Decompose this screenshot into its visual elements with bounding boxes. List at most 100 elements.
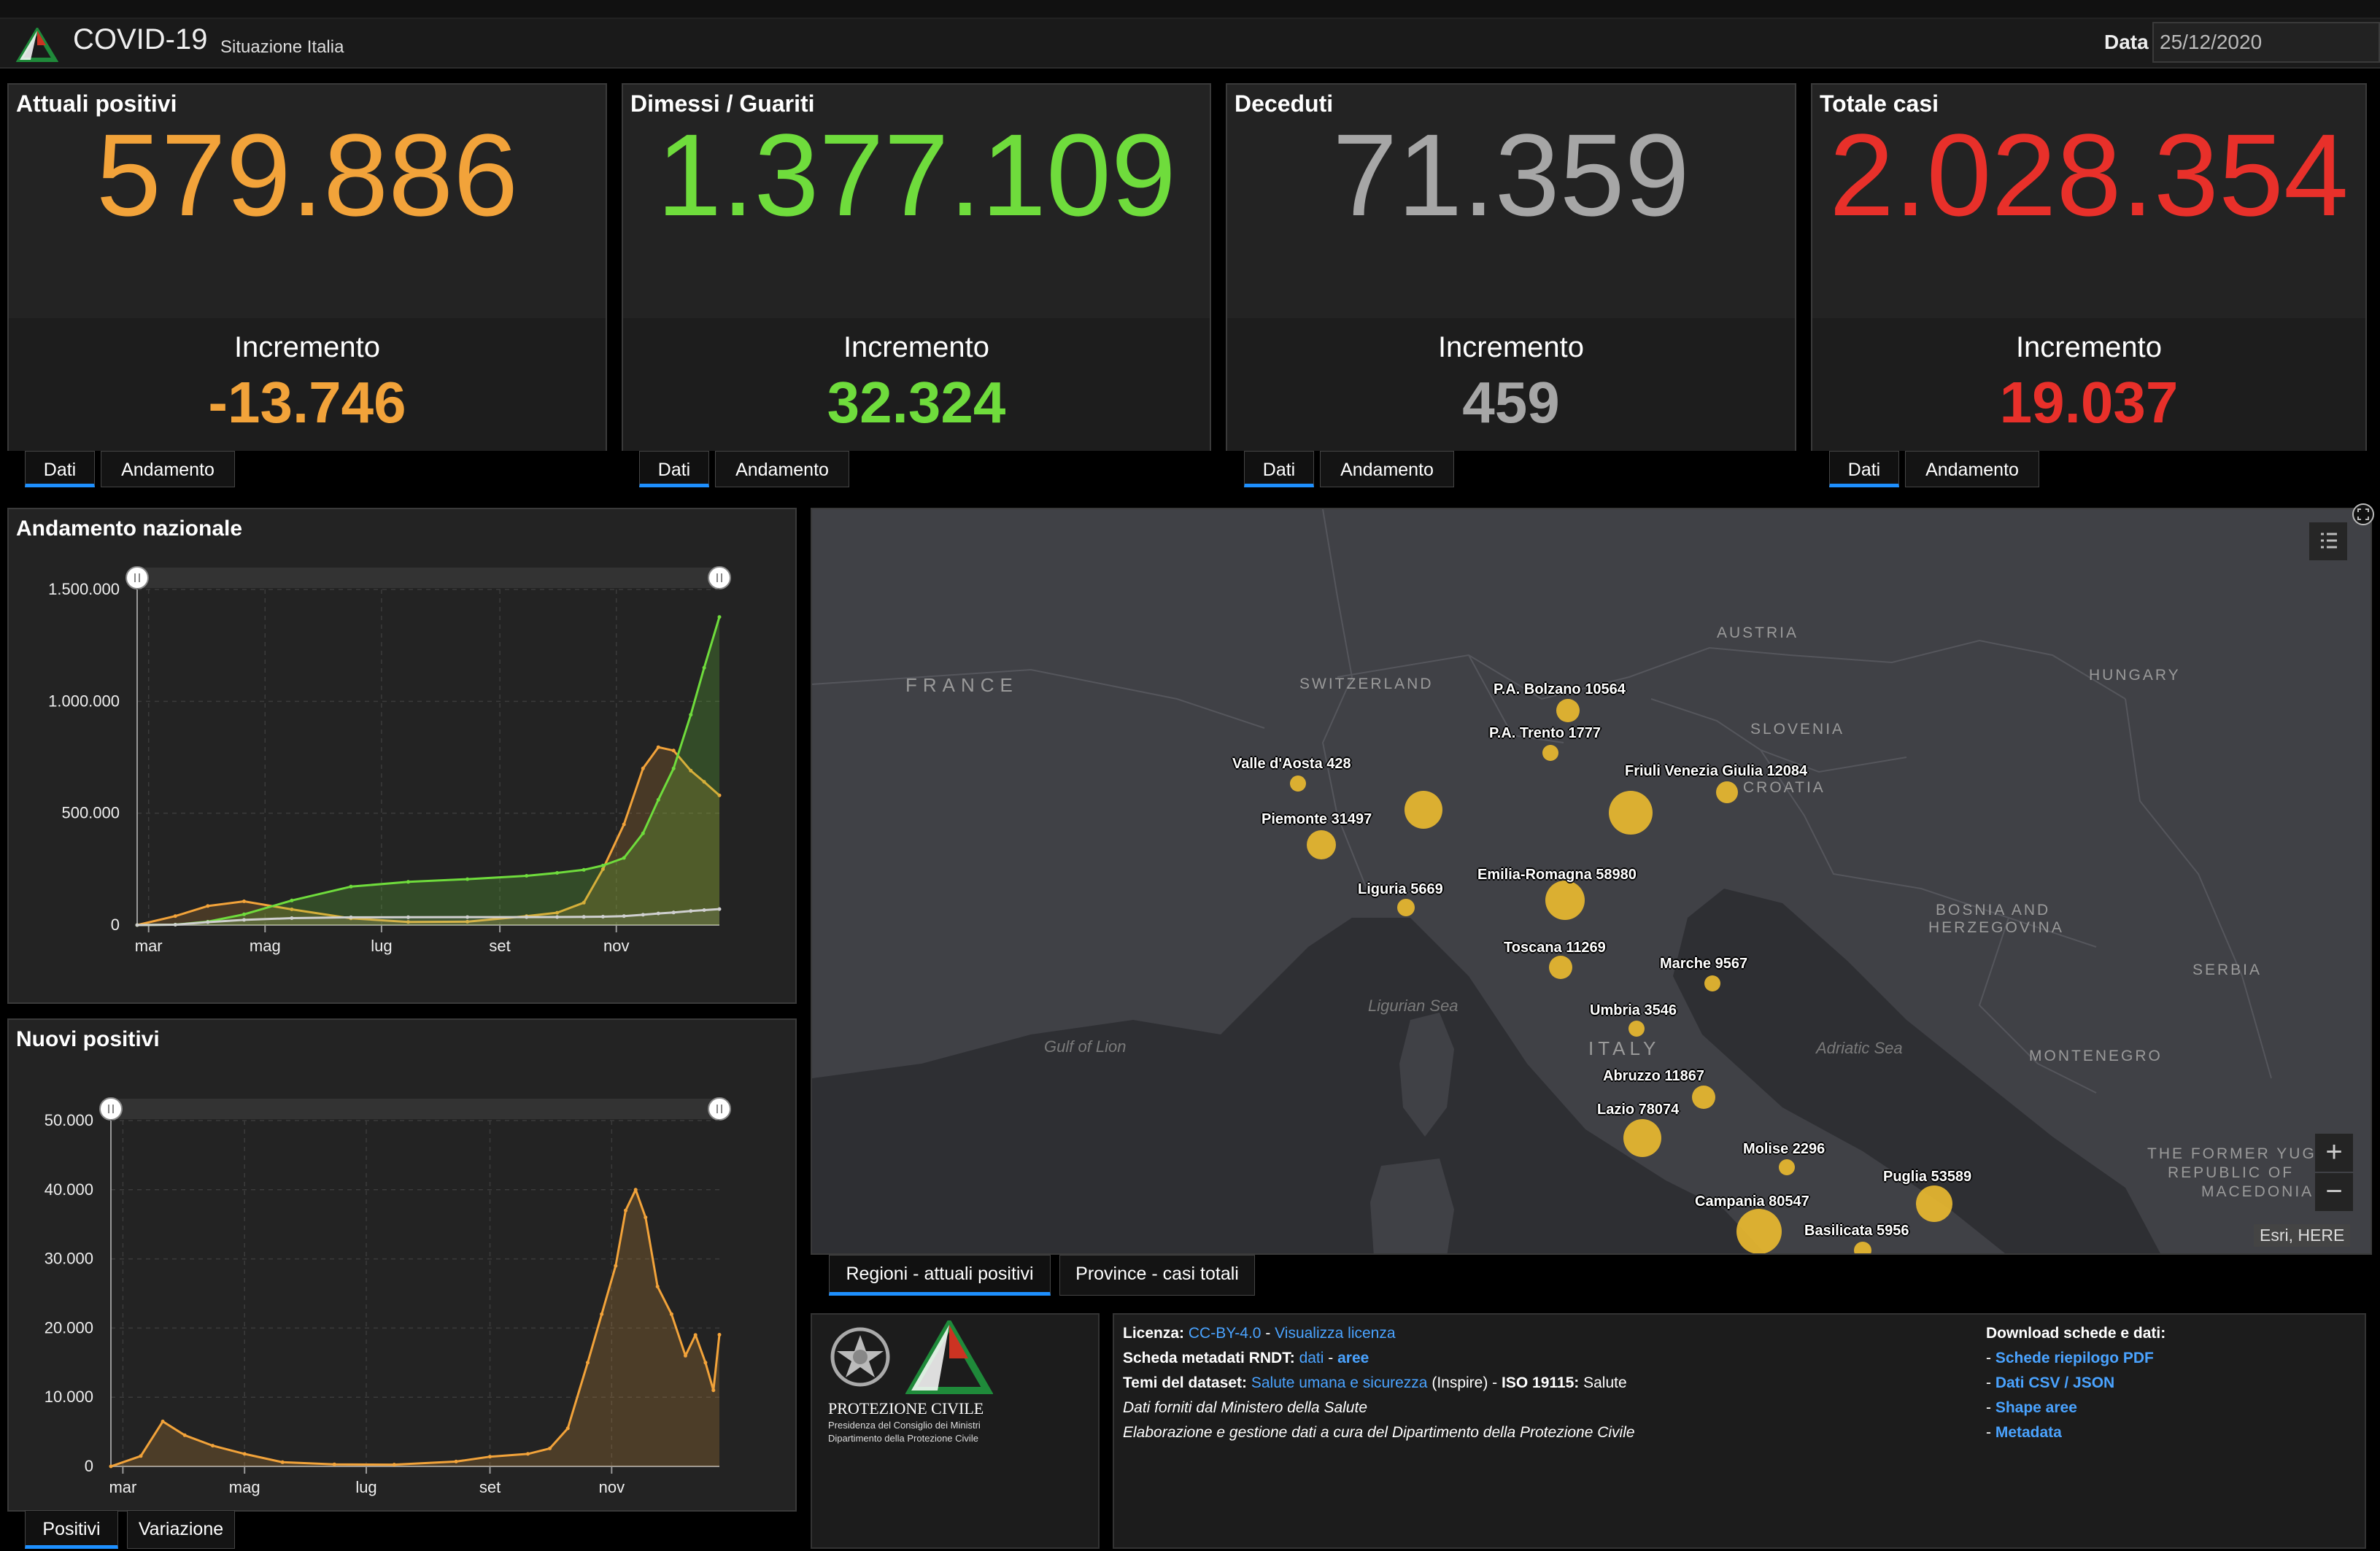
region-bubble[interactable]	[1307, 830, 1336, 859]
region-bubble[interactable]	[1628, 1021, 1645, 1037]
data-point	[717, 907, 722, 911]
range-handle-left[interactable]	[125, 566, 149, 589]
tab-positivi[interactable]: Positivi	[25, 1510, 118, 1549]
national-trend-chart[interactable]: 1.500.000 1.000.000 500.000 0 mar mag lug set no…	[9, 509, 795, 1002]
kpi-increment-value: 459	[1462, 370, 1560, 435]
dati-link[interactable]: dati	[1299, 1350, 1324, 1366]
y-tick-label: 20.000	[45, 1318, 93, 1337]
temi-link[interactable]: Salute umana e sicurezza	[1251, 1374, 1428, 1391]
tab-dati[interactable]: Dati	[1244, 451, 1314, 487]
info-panel: Licenza: CC-BY-4.0 - Visualizza licenza …	[1113, 1313, 2366, 1549]
y-tick-label: 1.000.000	[48, 692, 120, 710]
tab-andamento[interactable]: Andamento	[715, 451, 849, 487]
kpi-value: 1.377.109	[657, 109, 1176, 240]
tab-andamento[interactable]: Andamento	[101, 451, 235, 487]
data-point	[711, 1388, 716, 1393]
kpi-title: Deceduti	[1235, 90, 1334, 117]
data-point	[600, 1312, 604, 1316]
tab-dati[interactable]: Dati	[639, 451, 709, 487]
tab-andamento[interactable]: Andamento	[1320, 451, 1454, 487]
region-label: Abruzzo 11867	[1603, 1068, 1704, 1084]
tab-province[interactable]: Province - casi totali	[1059, 1255, 1255, 1296]
data-point	[465, 915, 470, 919]
region-bubble[interactable]	[1854, 1242, 1871, 1253]
country-label: REPUBLIC OF	[2168, 1164, 2295, 1181]
tab-dati[interactable]: Dati	[25, 451, 95, 487]
country-label: CROATIA	[1743, 779, 1825, 796]
shape-aree-link[interactable]: Shape aree	[1995, 1399, 2077, 1416]
kpi-increment-label: Incremento	[843, 331, 990, 363]
region-bubble[interactable]	[1549, 956, 1572, 979]
aree-link[interactable]: aree	[1337, 1350, 1369, 1366]
temi-line: Temi del dataset: Salute umana e sicurez…	[1123, 1374, 1627, 1392]
region-bubble[interactable]	[1623, 1119, 1661, 1157]
app-title: COVID-19	[73, 23, 208, 55]
series-area	[137, 616, 719, 925]
region-bubble[interactable]	[1779, 1159, 1795, 1175]
x-tick-label: lug	[371, 937, 392, 955]
data-point	[622, 822, 626, 827]
region-bubble[interactable]	[1609, 791, 1653, 835]
data-point	[139, 1454, 143, 1458]
kpi-dimessi-guariti: Dimessi / Guariti 1.377.109 Incremento 3…	[622, 83, 1211, 451]
range-slider-track	[108, 1099, 724, 1119]
region-bubble[interactable]	[1716, 781, 1738, 803]
metadata-link[interactable]: Metadata	[1995, 1424, 2062, 1441]
region-bubble[interactable]	[1542, 745, 1558, 761]
region-bubble[interactable]	[1704, 975, 1720, 991]
region-bubble[interactable]	[1545, 881, 1585, 920]
visualizza-licenza-link[interactable]: Visualizza licenza	[1275, 1325, 1396, 1342]
data-point	[555, 910, 560, 915]
fullscreen-icon[interactable]	[2351, 502, 2376, 527]
range-handle-left[interactable]	[99, 1097, 123, 1121]
zoom-out-button[interactable]: −	[2315, 1173, 2353, 1211]
region-bubble[interactable]	[1736, 1209, 1782, 1253]
region-label: Piemonte 31497	[1262, 811, 1372, 827]
org-sub2: Dipartimento della Protezione Civile	[828, 1433, 978, 1444]
licenza-link[interactable]: CC-BY-4.0	[1188, 1325, 1262, 1342]
region-bubble[interactable]	[1405, 791, 1442, 829]
region-bubble[interactable]	[1916, 1186, 1952, 1222]
data-point	[211, 1444, 215, 1448]
data-point	[406, 920, 410, 924]
region-bubble[interactable]	[1397, 899, 1415, 916]
kpi-increment-value: -13.746	[208, 370, 406, 435]
schede-pdf-link[interactable]: Schede riepilogo PDF	[1995, 1350, 2154, 1366]
data-point	[656, 745, 660, 749]
tab-variazione[interactable]: Variazione	[127, 1510, 235, 1549]
region-label: P.A. Trento 1777	[1489, 725, 1602, 741]
new-positives-chart[interactable]: 50.000 40.000 30.000 20.000 10.000 0 mar mag lug…	[9, 1020, 795, 1510]
y-tick-label: 1.500.000	[48, 580, 120, 598]
region-bubble[interactable]	[1692, 1086, 1715, 1109]
region-bubble[interactable]	[1290, 775, 1306, 792]
range-handle-right[interactable]	[708, 1097, 731, 1121]
data-point	[555, 871, 560, 875]
download-item: - Metadata	[1986, 1424, 2062, 1441]
tab-dati[interactable]: Dati	[1829, 451, 1899, 487]
kpi-increment-value: 19.037	[1999, 370, 2179, 435]
dati-csv-json-link[interactable]: Dati CSV / JSON	[1995, 1374, 2115, 1391]
zoom-in-button[interactable]: +	[2315, 1134, 2353, 1172]
map[interactable]: FRANCE SWITZERLAND AUSTRIA HUNGARY SLOVE…	[811, 508, 2372, 1255]
country-label: SERBIA	[2192, 962, 2263, 978]
app-subtitle: Situazione Italia	[220, 37, 344, 57]
tab-regioni[interactable]: Regioni - attuali positivi	[829, 1255, 1051, 1296]
data-point	[406, 880, 410, 884]
region-bubble[interactable]	[1556, 699, 1580, 722]
kpi-attuali-positivi: Attuali positivi 579.886 Incremento -13.…	[7, 83, 607, 451]
data-point	[465, 877, 470, 881]
tab-andamento[interactable]: Andamento	[1905, 451, 2039, 487]
top-strip	[0, 0, 2380, 19]
data-point	[182, 1433, 187, 1437]
series-area	[137, 747, 719, 925]
legend-toggle-button[interactable]	[2309, 522, 2347, 560]
country-label: THE FORMER YUGO	[2147, 1145, 2331, 1162]
region-label: P.A. Bolzano 10564	[1494, 681, 1626, 697]
range-handle-right[interactable]	[708, 566, 731, 589]
range-slider-track	[134, 568, 724, 588]
x-tick-label: mag	[229, 1478, 260, 1496]
date-field[interactable]	[2152, 22, 2380, 63]
y-tick-label: 50.000	[45, 1111, 93, 1129]
scheda-label: Scheda metadati RNDT:	[1123, 1350, 1295, 1366]
data-point	[173, 914, 177, 918]
